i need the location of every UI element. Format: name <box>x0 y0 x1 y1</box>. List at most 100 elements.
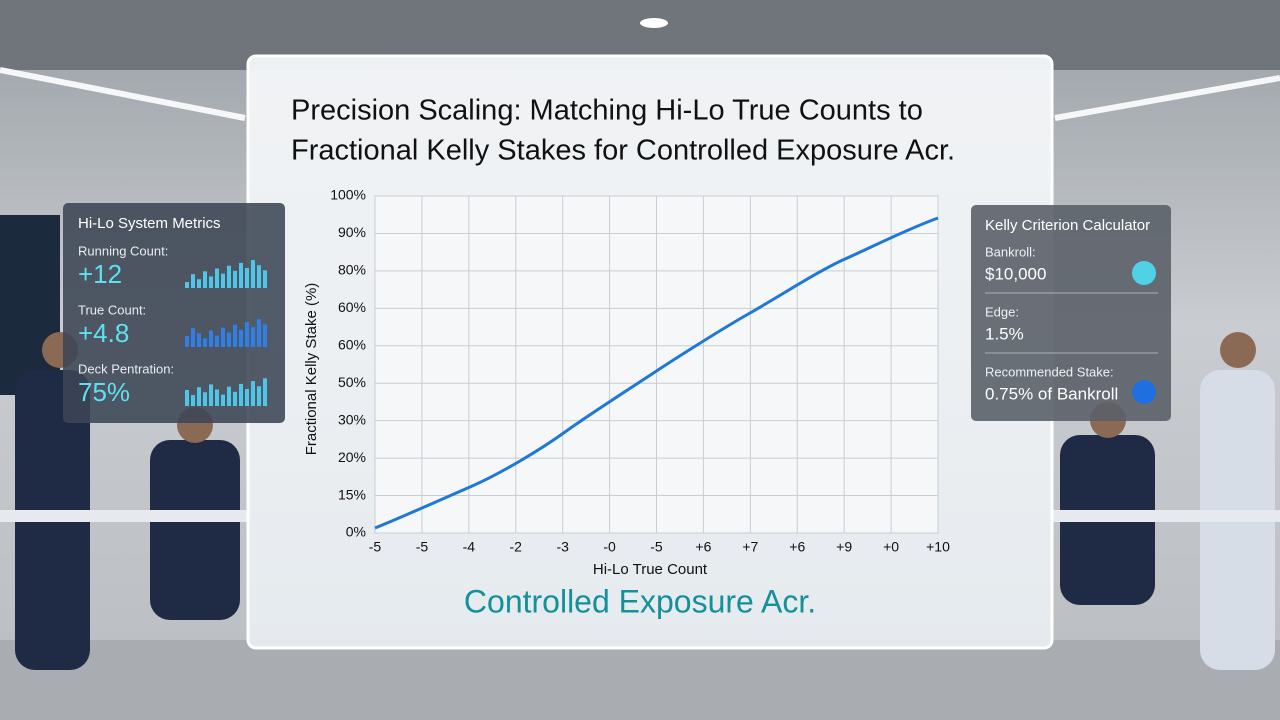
sparkline-bar <box>257 386 261 406</box>
metric-label: Deck Pentration: <box>78 361 174 376</box>
sparkline-bar <box>197 279 201 288</box>
y-tick-label: 100% <box>330 187 366 203</box>
sparkline-bar <box>263 324 267 347</box>
sparkline-bar <box>257 265 261 288</box>
sparkline-bar <box>197 333 201 347</box>
x-tick-label: +6 <box>695 539 711 555</box>
sparkline-bar <box>263 270 267 288</box>
y-axis-title: Fractional Kelly Stake (%) <box>303 283 320 456</box>
sparkline-bar <box>197 387 201 406</box>
sparkline-bar <box>221 273 225 288</box>
y-tick-label: 30% <box>338 411 366 427</box>
y-tick-label: 15% <box>338 486 366 502</box>
title-line: Precision Scaling: Matching Hi-Lo True C… <box>291 95 923 127</box>
sparkline-bar <box>209 330 213 347</box>
metric-label: Running Count: <box>78 243 168 258</box>
field-value: 0.75% of Bankroll <box>985 384 1118 403</box>
sparkline-bar <box>191 395 195 406</box>
sparkline-bar <box>185 390 189 406</box>
light-strip <box>1054 75 1280 121</box>
sparkline-bar <box>185 282 189 288</box>
sparkline-bar <box>227 265 231 288</box>
calculator-panel <box>971 205 1171 421</box>
pie-icon <box>1132 261 1156 285</box>
sparkline-bar <box>203 392 207 406</box>
pie-icon <box>1132 380 1156 404</box>
y-tick-label: 60% <box>338 299 366 315</box>
x-tick-label: +0 <box>883 539 899 555</box>
sparkline-bar <box>185 336 189 347</box>
y-tick-label: 20% <box>338 449 366 465</box>
sparkline-bar <box>245 268 249 288</box>
metric-value: 75% <box>78 377 130 407</box>
x-axis-title: Hi-Lo True Count <box>593 561 708 578</box>
sparkline-bar <box>203 271 207 288</box>
floor <box>0 640 1280 720</box>
field-label: Recommended Stake: <box>985 364 1114 379</box>
panel-title: Hi-Lo System Metrics <box>78 215 221 232</box>
grid: 0% 15% 20% 30% 50% 60% 60% 80% 90% 100% -5 -5 -4 -2 -3… <box>330 187 950 555</box>
caption: Controlled Exposure Acr. <box>464 583 816 619</box>
x-tick-label: -4 <box>463 539 476 555</box>
field-label: Bankroll: <box>985 244 1036 259</box>
sparkline-bar <box>209 276 213 288</box>
sparkline-bar <box>233 270 237 288</box>
sparkline-bar <box>233 324 237 347</box>
y-tick-label: 80% <box>338 262 366 278</box>
sparkline-bar <box>239 383 243 406</box>
wall-screen <box>0 215 60 395</box>
curve <box>374 216 939 530</box>
sparkline-bar <box>191 274 195 288</box>
x-tick-label: -5 <box>369 539 382 555</box>
sparkline-bar <box>221 394 225 406</box>
metrics-panel <box>63 203 285 423</box>
x-tick-label: +7 <box>742 539 758 555</box>
x-tick-label: +9 <box>836 539 852 555</box>
sparkline-bar <box>227 332 231 347</box>
x-tick-label: -3 <box>556 539 569 555</box>
metric-label: True Count: <box>78 302 146 317</box>
sparkline-bar <box>251 381 255 406</box>
sparkline-bar <box>245 322 249 347</box>
metric-value: +12 <box>78 259 122 289</box>
sparkline-bar <box>203 338 207 347</box>
x-tick-label: -0 <box>603 539 616 555</box>
table <box>0 510 250 522</box>
field-value: $10,000 <box>985 264 1046 283</box>
sparkline-bar <box>263 378 267 406</box>
metric-value: +4.8 <box>78 318 129 348</box>
fields: Bankroll: $10,000 Edge: 1.5% Recommended Sta… <box>985 244 1158 403</box>
y-tick-label: 90% <box>338 224 366 240</box>
sparkline-bar <box>251 327 255 347</box>
metrics: Running Count:+12 True Count:+4.8 Deck Pen… <box>78 243 267 407</box>
x-tick-label: -2 <box>510 539 523 555</box>
sparkline-bar <box>209 384 213 406</box>
sparkline-bar <box>191 328 195 347</box>
x-tick-label: -5 <box>650 539 663 555</box>
field-label: Edge: <box>985 304 1019 319</box>
sparkline-bar <box>245 389 249 406</box>
ceiling-light <box>640 18 668 28</box>
sparkline-bar <box>239 329 243 347</box>
x-tick-label: +10 <box>926 539 950 555</box>
sparkline-bar <box>257 319 261 347</box>
table <box>1050 510 1280 522</box>
y-tick-label: 50% <box>338 374 366 390</box>
sparkline-bar <box>227 386 231 406</box>
y-tick-label: 0% <box>346 524 366 540</box>
sparkline-bar <box>239 262 243 288</box>
title-line: Fractional Kelly Stakes for Controlled E… <box>291 135 955 167</box>
sparkline-bar <box>251 260 255 288</box>
x-tick-label: +6 <box>789 539 805 555</box>
sparkline-bar <box>221 327 225 347</box>
sparkline-bar <box>215 268 219 288</box>
y-tick-label: 60% <box>338 336 366 352</box>
sparkline-bar <box>215 335 219 347</box>
panel-title: Kelly Criterion Calculator <box>985 217 1150 234</box>
sparkline-bar <box>233 391 237 406</box>
field-value: 1.5% <box>985 324 1024 343</box>
light-strip <box>0 67 246 121</box>
sparkline-bar <box>215 389 219 406</box>
